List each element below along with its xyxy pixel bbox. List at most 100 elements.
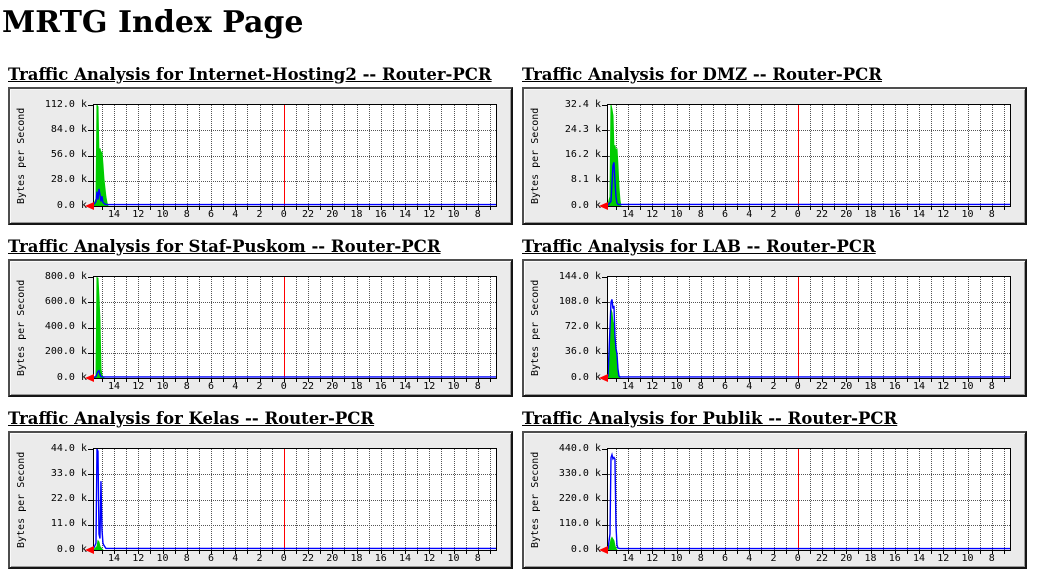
- x-axis-tick-mark: [332, 207, 334, 210]
- y-tick-label: 800.0 k: [44, 270, 87, 282]
- horizontal-gridline: [608, 352, 1010, 354]
- y-axis-tick-labels: 112.0 k 84.0 k 56.0 k 28.0 k 0.0 k: [36, 89, 87, 223]
- x-axis-tick-mark: [761, 551, 763, 554]
- x-tick-label: 0: [794, 209, 801, 220]
- x-tick-label: 16: [374, 381, 387, 392]
- y-tick-label: 11.0 k: [50, 518, 87, 530]
- x-tick-label: 8: [697, 553, 704, 564]
- x-tick-label: 16: [374, 209, 387, 220]
- x-tick-label: 8: [988, 553, 995, 564]
- traffic-graph-image[interactable]: Bytes per Second 32.4 k 24.3 k 16.2 k 8.1 k…: [522, 87, 1027, 225]
- x-axis-tick-labels: 14 12 10 8 6 4 2 0 22 20 18 16 14 12 10 8: [94, 552, 498, 565]
- x-axis-tick-mark: [931, 379, 933, 382]
- blue-line-series: [94, 188, 496, 206]
- x-tick-label: 8: [183, 553, 190, 564]
- x-tick-label: 22: [301, 381, 315, 392]
- x-axis-tick-mark: [894, 551, 896, 554]
- x-tick-label: 22: [301, 553, 315, 564]
- x-tick-label: 10: [156, 553, 169, 564]
- x-tick-label: 18: [864, 209, 877, 220]
- x-tick-label: 22: [301, 209, 315, 220]
- x-axis-tick-mark: [822, 207, 823, 210]
- traffic-graph-image[interactable]: Bytes per Second 112.0 k 84.0 k 56.0 k 28.0…: [8, 87, 513, 225]
- chart-title-link[interactable]: Traffic Analysis for LAB -- Router-PCR: [522, 237, 876, 256]
- x-axis-tick-mark: [955, 551, 957, 554]
- x-axis-tick-mark: [749, 207, 751, 210]
- y-axis-tick-mark: [602, 180, 607, 182]
- x-axis-tick-mark: [392, 551, 394, 554]
- x-tick-label: 8: [183, 381, 190, 392]
- x-tick-label: 10: [447, 553, 460, 564]
- y-tick-label: 0.0 k: [56, 199, 87, 211]
- x-tick-label: 18: [350, 209, 363, 220]
- x-axis-tick-mark: [809, 551, 811, 554]
- traffic-graph-image[interactable]: Bytes per Second 440.0 k 330.0 k 220.0 k 11…: [522, 431, 1027, 569]
- x-axis-tick-mark: [465, 379, 467, 382]
- traffic-graph-image[interactable]: Bytes per Second 44.0 k 33.0 k 22.0 k 11.0 …: [8, 431, 513, 569]
- x-axis-tick-mark: [417, 379, 419, 382]
- page-title: MRTG Index Page: [2, 5, 304, 40]
- horizontal-gridline: [608, 474, 1010, 476]
- x-axis-tick-mark: [931, 551, 933, 554]
- blue-line-series: [608, 299, 1010, 378]
- y-axis-title: Bytes per Second: [16, 279, 27, 376]
- y-tick-label: 220.0 k: [558, 493, 601, 504]
- axis-arrow-icon: [599, 202, 608, 210]
- x-axis-tick-mark: [344, 207, 346, 210]
- x-tick-label: 10: [961, 209, 974, 220]
- chart-title-link[interactable]: Traffic Analysis for DMZ -- Router-PCR: [522, 65, 882, 84]
- x-tick-label: 2: [770, 553, 777, 564]
- x-axis-tick-mark: [858, 379, 860, 382]
- traffic-graph-image[interactable]: Bytes per Second 800.0 k 600.0 k 400.0 k 20…: [8, 259, 513, 397]
- y-tick-label: 28.0 k: [50, 174, 87, 186]
- x-tick-label: 8: [697, 209, 704, 220]
- x-axis-tick-mark: [441, 207, 443, 210]
- x-axis-tick-mark: [688, 379, 690, 382]
- x-axis-tick-mark: [235, 207, 237, 210]
- y-axis-tick-mark: [602, 130, 607, 132]
- x-axis-tick-mark: [101, 551, 103, 554]
- x-axis-tick-mark: [919, 207, 920, 210]
- chart-title-link[interactable]: Traffic Analysis for Staf-Puskom -- Rout…: [8, 237, 441, 256]
- y-axis-tick-mark: [602, 352, 607, 354]
- chart-title-link[interactable]: Traffic Analysis for Kelas -- Router-PCR: [8, 409, 375, 428]
- x-tick-label: 6: [207, 209, 215, 220]
- x-axis-tick-mark: [126, 207, 128, 210]
- x-axis-tick-mark: [211, 379, 212, 382]
- x-axis-tick-mark: [308, 379, 309, 382]
- x-axis-tick-mark: [138, 551, 140, 554]
- chart-section: Traffic Analysis for Kelas -- Router-PCR…: [8, 409, 513, 569]
- gridlines: [88, 277, 496, 382]
- x-tick-label: 4: [746, 209, 753, 220]
- y-tick-label: 33.0 k: [50, 467, 87, 479]
- y-tick-label: 24.3 k: [564, 123, 601, 135]
- x-tick-label: 12: [646, 553, 659, 564]
- x-axis-tick-mark: [150, 379, 152, 382]
- x-axis-tick-mark: [870, 551, 872, 554]
- x-axis-tick-mark: [773, 551, 775, 554]
- x-tick-label: 18: [864, 553, 877, 564]
- x-axis-tick-mark: [906, 207, 908, 210]
- x-tick-label: 10: [447, 381, 460, 392]
- axis-arrow-icon: [85, 202, 94, 210]
- x-axis-tick-mark: [943, 379, 945, 382]
- x-axis-tick-mark: [894, 379, 896, 382]
- x-axis-tick-mark: [640, 207, 642, 210]
- chart-title-link[interactable]: Traffic Analysis for Publik -- Router-PC…: [522, 409, 898, 428]
- midnight-marker-line: [797, 105, 799, 206]
- x-axis-tick-mark: [725, 207, 726, 210]
- x-tick-label: 18: [864, 381, 877, 392]
- x-axis-tick-mark: [453, 551, 455, 554]
- x-axis-tick-mark: [979, 551, 981, 554]
- x-axis-tick-mark: [380, 551, 382, 554]
- gridlines: [602, 277, 1010, 382]
- traffic-graph-image[interactable]: Bytes per Second 144.0 k 108.0 k 72.0 k 36.…: [522, 259, 1027, 397]
- x-axis-tick-mark: [870, 379, 872, 382]
- green-area-series: [608, 105, 622, 206]
- x-axis-tick-mark: [967, 379, 969, 382]
- chart-section: Traffic Analysis for Staf-Puskom -- Rout…: [8, 237, 513, 397]
- y-axis-title: Bytes per Second: [530, 451, 541, 548]
- chart-title-link[interactable]: Traffic Analysis for Internet-Hosting2 -…: [8, 65, 492, 84]
- y-axis-tick-labels: 800.0 k 600.0 k 400.0 k 200.0 k 0.0 k: [36, 261, 87, 395]
- x-axis-tick-mark: [688, 207, 690, 210]
